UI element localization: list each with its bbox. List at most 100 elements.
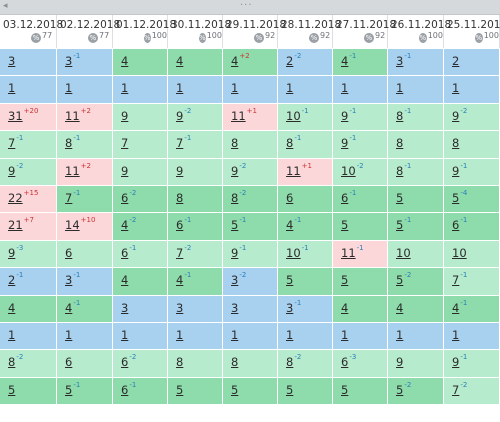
position-link[interactable]: 10 [286, 245, 301, 260]
position-link[interactable]: 1 [231, 81, 239, 96]
position-link[interactable]: 1 [396, 81, 404, 96]
column-header[interactable]: 26.11.2018% 100 [388, 15, 451, 48]
position-link[interactable]: 1 [8, 327, 16, 342]
position-link[interactable]: 9 [8, 245, 16, 260]
position-link[interactable]: 5 [176, 382, 184, 397]
column-header[interactable]: 30.11.2018% 100 [168, 15, 231, 48]
position-link[interactable]: 1 [65, 327, 73, 342]
position-link[interactable]: 5 [396, 218, 404, 233]
position-link[interactable]: 5 [396, 190, 404, 205]
position-link[interactable]: 4 [231, 54, 239, 68]
position-link[interactable]: 7 [65, 190, 73, 205]
column-header[interactable]: 28.11.2018% 92 [278, 15, 341, 48]
position-link[interactable]: 5 [452, 190, 460, 205]
position-link[interactable]: 4 [341, 54, 349, 68]
position-link[interactable]: 9 [121, 108, 129, 123]
position-link[interactable]: 4 [65, 300, 73, 315]
position-link[interactable]: 5 [341, 218, 349, 233]
position-link[interactable]: 7 [452, 382, 460, 397]
position-link[interactable]: 3 [121, 300, 129, 315]
position-link[interactable]: 2 [452, 54, 460, 68]
position-link[interactable]: 3 [396, 54, 404, 68]
position-link[interactable]: 3 [176, 300, 184, 315]
position-link[interactable]: 5 [8, 382, 16, 397]
position-link[interactable]: 9 [231, 163, 239, 178]
position-link[interactable]: 8 [231, 355, 239, 370]
position-link[interactable]: 2 [286, 54, 294, 68]
position-link[interactable]: 5 [396, 273, 404, 288]
position-link[interactable]: 7 [121, 136, 129, 151]
collapse-arrow-icon[interactable]: ◂ [3, 1, 8, 11]
position-link[interactable]: 6 [121, 245, 129, 260]
position-link[interactable]: 8 [286, 355, 294, 370]
position-link[interactable]: 6 [452, 218, 460, 233]
position-link[interactable]: 6 [121, 382, 129, 397]
position-link[interactable]: 1 [8, 81, 16, 96]
position-link[interactable]: 3 [231, 300, 239, 315]
position-link[interactable]: 9 [341, 108, 349, 123]
position-link[interactable]: 4 [8, 300, 16, 315]
position-link[interactable]: 9 [452, 108, 460, 123]
position-link[interactable]: 8 [452, 136, 460, 151]
position-link[interactable]: 31 [8, 108, 23, 123]
position-link[interactable]: 10 [341, 163, 356, 178]
position-link[interactable]: 1 [231, 327, 239, 342]
position-link[interactable]: 6 [286, 190, 294, 205]
position-link[interactable]: 4 [452, 300, 460, 315]
position-link[interactable]: 7 [176, 245, 184, 260]
position-link[interactable]: 1 [452, 81, 460, 96]
position-link[interactable]: 9 [176, 163, 184, 178]
position-link[interactable]: 6 [176, 218, 184, 233]
position-link[interactable]: 9 [452, 163, 460, 178]
position-link[interactable]: 4 [286, 218, 294, 233]
drag-handle-icon[interactable]: ··· [240, 0, 253, 11]
position-link[interactable]: 1 [176, 327, 184, 342]
position-link[interactable]: 8 [231, 190, 239, 205]
position-link[interactable]: 5 [341, 382, 349, 397]
position-link[interactable]: 1 [176, 81, 184, 96]
position-link[interactable]: 3 [231, 273, 239, 288]
position-link[interactable]: 8 [396, 136, 404, 151]
position-link[interactable]: 2 [8, 273, 16, 288]
position-link[interactable]: 11 [231, 108, 246, 123]
position-link[interactable]: 8 [396, 108, 404, 123]
position-link[interactable]: 4 [121, 273, 129, 288]
column-header[interactable]: 02.12.2018% 77 [57, 15, 120, 48]
position-link[interactable]: 11 [341, 245, 356, 260]
position-link[interactable]: 9 [341, 136, 349, 151]
position-link[interactable]: 4 [176, 54, 184, 68]
position-link[interactable]: 14 [65, 218, 80, 233]
position-link[interactable]: 8 [65, 136, 73, 151]
position-link[interactable]: 5 [231, 382, 239, 397]
position-link[interactable]: 10 [286, 108, 301, 123]
position-link[interactable]: 8 [286, 136, 294, 151]
position-link[interactable]: 10 [396, 245, 411, 260]
column-header[interactable]: 03.12.2018% 77 [0, 15, 63, 48]
position-link[interactable]: 9 [176, 108, 184, 123]
position-link[interactable]: 5 [286, 382, 294, 397]
position-link[interactable]: 6 [341, 355, 349, 370]
position-link[interactable]: 4 [341, 300, 349, 315]
position-link[interactable]: 3 [8, 54, 16, 68]
position-link[interactable]: 1 [65, 81, 73, 96]
position-link[interactable]: 1 [396, 327, 404, 342]
position-link[interactable]: 3 [65, 54, 73, 68]
position-link[interactable]: 1 [286, 81, 294, 96]
position-link[interactable]: 5 [341, 273, 349, 288]
position-link[interactable]: 9 [396, 355, 404, 370]
position-link[interactable]: 1 [121, 327, 129, 342]
position-link[interactable]: 7 [176, 136, 184, 151]
position-link[interactable]: 1 [286, 327, 294, 342]
position-link[interactable]: 6 [121, 355, 129, 370]
position-link[interactable]: 4 [121, 54, 129, 68]
column-header[interactable]: 25.11.2018%100 [444, 15, 500, 48]
position-link[interactable]: 8 [176, 355, 184, 370]
position-link[interactable]: 1 [341, 81, 349, 96]
position-link[interactable]: 10 [452, 245, 467, 260]
column-header[interactable]: 01.12.2018% 100 [113, 15, 176, 48]
position-link[interactable]: 3 [286, 300, 294, 315]
position-link[interactable]: 4 [121, 218, 129, 233]
position-link[interactable]: 8 [8, 355, 16, 370]
position-link[interactable]: 8 [396, 163, 404, 178]
position-link[interactable]: 9 [121, 163, 129, 178]
